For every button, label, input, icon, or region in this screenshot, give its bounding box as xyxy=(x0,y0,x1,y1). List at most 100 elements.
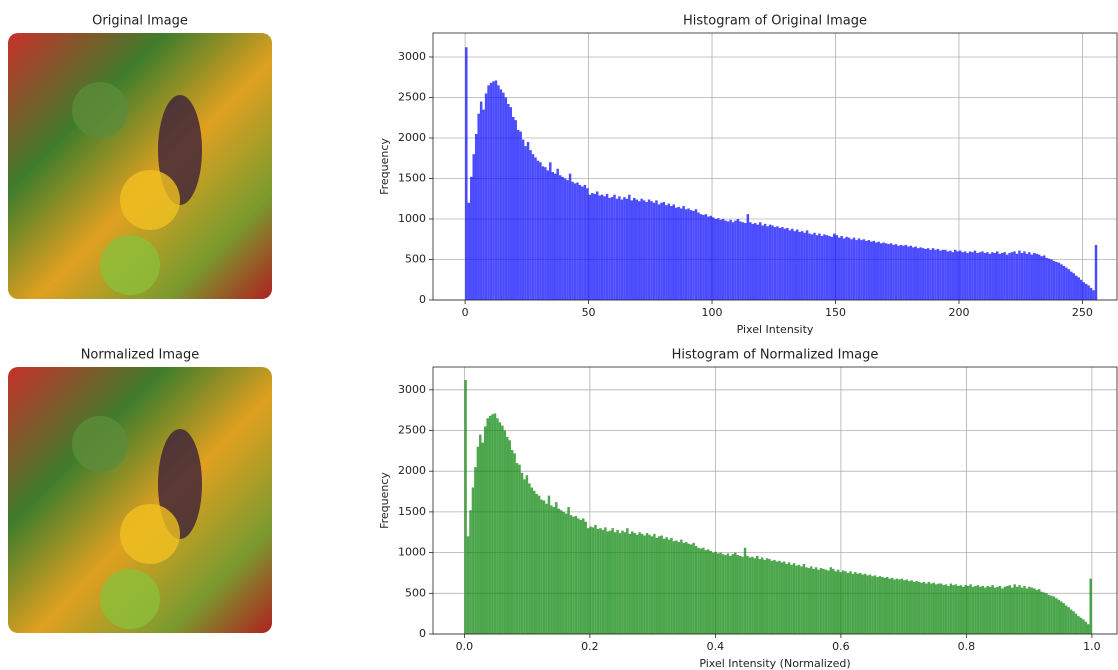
histogram-bar xyxy=(786,228,788,300)
histogram-bar xyxy=(937,249,939,300)
histogram-bar xyxy=(1070,272,1072,300)
histogram-bar xyxy=(729,556,731,634)
histogram-bar xyxy=(928,582,930,634)
histogram-bar xyxy=(702,215,704,300)
histogram-bar xyxy=(552,172,554,300)
histogram-bar xyxy=(623,197,625,300)
histogram-bar xyxy=(860,240,862,300)
histogram-bar xyxy=(489,416,491,634)
histogram-bar xyxy=(589,527,591,634)
histogram-bar xyxy=(658,204,660,300)
histogram-bar xyxy=(524,146,526,300)
histogram-bar xyxy=(1011,252,1013,300)
histogram-bar xyxy=(656,538,658,634)
histogram-bar xyxy=(687,208,689,300)
histogram-bar xyxy=(584,522,586,634)
histogram-bar xyxy=(776,226,778,300)
histogram-bar xyxy=(1068,269,1070,300)
histogram-bar xyxy=(1031,588,1034,634)
histogram-bar xyxy=(608,198,610,300)
histogram-bar xyxy=(527,142,529,300)
histogram-bar xyxy=(692,543,694,634)
histogram-bar xyxy=(646,533,648,634)
histogram-bar xyxy=(847,573,849,634)
x-tick-label: 0.0 xyxy=(456,640,474,653)
histogram-bar xyxy=(964,251,966,300)
histogram-bar xyxy=(826,235,828,300)
histogram-bar xyxy=(989,587,991,634)
histogram-bar xyxy=(866,575,868,634)
histogram-bar xyxy=(816,235,818,300)
histogram-chart: Histogram of Normalized ImagePixel Inten… xyxy=(378,348,1117,670)
histogram-bar xyxy=(969,584,971,634)
histogram-bar xyxy=(653,203,655,300)
histogram-bar xyxy=(839,572,841,634)
histogram-bar xyxy=(1085,284,1087,300)
histogram-bar xyxy=(933,583,935,634)
histogram-bar xyxy=(717,218,719,300)
histogram-bar xyxy=(960,585,962,634)
histogram-bar xyxy=(468,203,470,300)
histogram-bar xyxy=(533,491,535,634)
histogram-bar xyxy=(464,380,466,634)
histogram-bar xyxy=(582,518,584,634)
histogram-bar xyxy=(553,507,555,634)
image-detail xyxy=(120,170,180,230)
histogram-bar xyxy=(1063,266,1065,300)
histogram-bar xyxy=(714,552,716,634)
histogram-bar xyxy=(472,487,474,634)
histogram-bar xyxy=(798,232,800,300)
histogram-bar xyxy=(475,134,477,300)
histogram-bar xyxy=(687,544,689,634)
histogram-bar xyxy=(805,567,807,634)
histogram-bar xyxy=(565,514,567,634)
histogram-bar xyxy=(571,182,573,300)
histogram-bar xyxy=(1001,253,1003,300)
histogram-bar xyxy=(611,528,613,634)
histogram-bar xyxy=(888,579,890,634)
histogram-bar xyxy=(871,576,873,634)
histogram-bar xyxy=(1075,614,1077,634)
histogram-bar xyxy=(838,238,840,300)
histogram-bar xyxy=(994,253,996,300)
histogram-bar xyxy=(539,162,541,300)
histogram-bar xyxy=(986,586,988,634)
histogram-bar xyxy=(1073,273,1075,300)
histogram-bar xyxy=(727,553,729,634)
image-detail xyxy=(72,416,128,472)
histogram-bar xyxy=(1055,262,1057,300)
histogram-bar xyxy=(663,202,665,300)
histogram-bar xyxy=(853,238,855,300)
histogram-bar xyxy=(998,254,1000,300)
x-tick-label: 250 xyxy=(1072,306,1093,319)
histogram-bar xyxy=(502,93,504,300)
histogram-bar xyxy=(501,426,503,634)
histogram-bar xyxy=(924,249,926,300)
histogram-bar xyxy=(554,174,556,300)
histogram-bar xyxy=(504,430,506,634)
histogram-bar xyxy=(842,571,844,634)
histogram-bar xyxy=(619,533,621,634)
histogram-bar xyxy=(513,453,515,634)
histogram-bar xyxy=(574,183,576,300)
histogram-bar xyxy=(660,203,662,300)
histogram-bar xyxy=(734,553,736,634)
histogram-bar xyxy=(543,501,545,635)
histogram-bar xyxy=(589,195,591,300)
x-tick-label: 100 xyxy=(702,306,723,319)
histogram-bar xyxy=(783,562,785,634)
histogram-bar xyxy=(1023,251,1025,300)
histogram-bar xyxy=(548,496,550,634)
histogram-bar xyxy=(596,191,598,300)
histogram-bar xyxy=(927,248,929,300)
histogram-bar xyxy=(732,554,734,634)
histogram-bar xyxy=(549,162,551,300)
histogram-bar xyxy=(528,483,530,634)
histogram-bar xyxy=(766,226,768,300)
histogram-bar xyxy=(594,525,596,634)
histogram-bar xyxy=(1092,290,1094,300)
histogram-bar xyxy=(1080,280,1082,300)
histogram-bar xyxy=(534,157,536,300)
histogram-bar xyxy=(939,251,941,300)
histogram-bar xyxy=(1048,595,1050,634)
